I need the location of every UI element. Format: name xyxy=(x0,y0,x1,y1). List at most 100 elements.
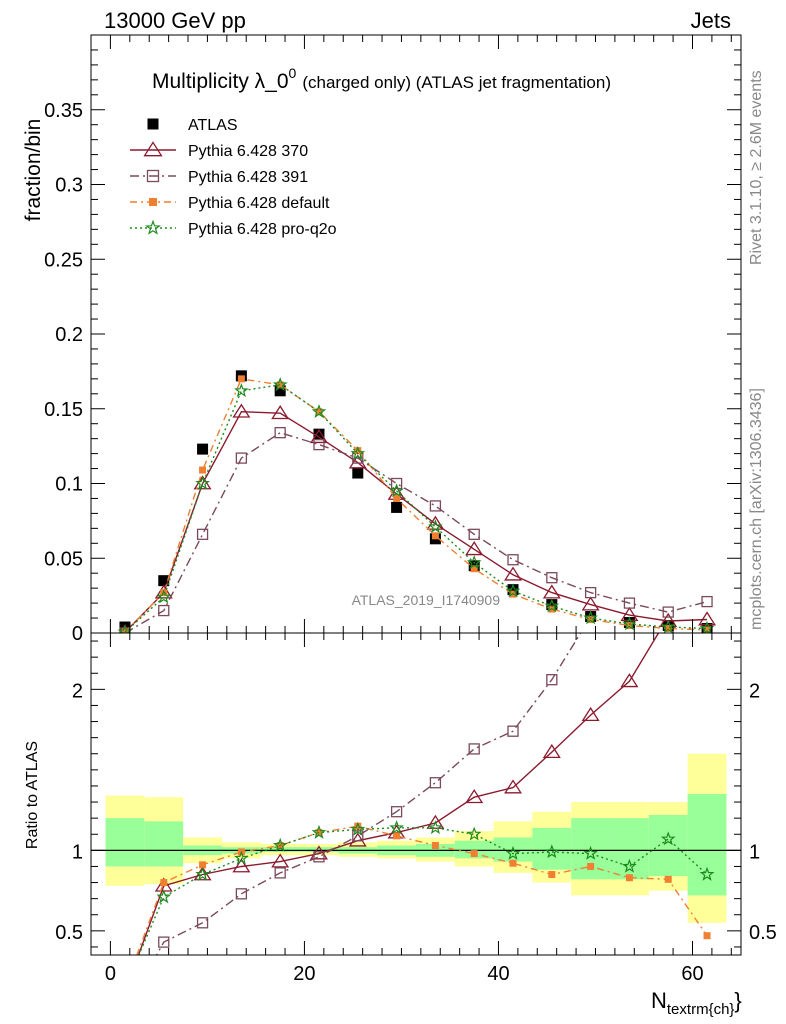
point-pythia-6-428-370 xyxy=(698,611,717,626)
point-pythia-6-428-pro-q2o xyxy=(505,583,521,598)
legend-item-pythia-6-428-391: Pythia 6.428 391 xyxy=(130,169,308,186)
band-inner xyxy=(687,794,727,896)
point-pythia-6-428-370 xyxy=(465,541,484,556)
legend-label-pythia-6-428-default: Pythia 6.428 default xyxy=(188,195,330,212)
y-tick-label-ratio: 0.5 xyxy=(55,922,83,944)
chart-title-main: Multiplicity λ_0 xyxy=(152,70,289,93)
legend-marker-pythia-6-428-default xyxy=(149,198,157,206)
x-axis-label-close: } xyxy=(734,988,741,1013)
ratio-point-pythia-6-428-391 xyxy=(196,917,209,929)
ratio-point-pythia-6-428-default xyxy=(393,832,401,840)
ratio-point-pythia-6-428-391 xyxy=(120,1006,130,1016)
point-pythia-6-428-391 xyxy=(390,477,403,490)
point-pythia-6-428-370 xyxy=(271,405,290,420)
point-pythia-6-428-391 xyxy=(196,528,209,540)
y-tick-label-top: 0.35 xyxy=(44,100,83,122)
point-pythia-6-428-370 xyxy=(348,454,367,469)
ratio-panel: 0.5 0.51 12 20 20 40 60 Ratio to ATLAS Ntextrm… xyxy=(24,491,777,1018)
ratio-point-pythia-6-428-370 xyxy=(465,788,484,804)
point-pythia-6-428-pro-q2o xyxy=(117,624,133,633)
line-pythia-6-428-default xyxy=(124,378,708,633)
point-atlas xyxy=(546,599,558,611)
legend-marker-pythia-6-428-391 xyxy=(146,169,160,183)
band-inner xyxy=(493,837,533,862)
point-pythia-6-428-default xyxy=(470,565,478,573)
x-axis-label-main: N xyxy=(651,988,667,1013)
band-inner xyxy=(105,818,145,867)
band-inner xyxy=(144,821,184,867)
x-tick-label: 20 xyxy=(293,963,315,985)
ratio-marks xyxy=(120,491,715,1016)
y-tick-label-ratio-right: 0.5 xyxy=(749,922,777,944)
ratio-point-pythia-6-428-391 xyxy=(468,743,480,755)
legend-item-pythia-6-428-default: Pythia 6.428 default xyxy=(130,195,330,212)
ratio-series-pythia-6-428-391 xyxy=(120,491,712,1016)
ratio-point-pythia-6-428-370 xyxy=(699,537,715,549)
legend-label-pythia-6-428-391: Pythia 6.428 391 xyxy=(188,169,308,186)
legend-item-pythia-6-428-pro-q2o: Pythia 6.428 pro-q2o xyxy=(130,219,337,238)
point-atlas xyxy=(352,467,364,479)
point-pythia-6-428-370 xyxy=(620,606,639,621)
point-pythia-6-428-370 xyxy=(310,428,328,444)
band-inner xyxy=(532,827,572,870)
point-pythia-6-428-default xyxy=(237,375,245,383)
ratio-point-pythia-6-428-391 xyxy=(702,491,712,501)
ratio-point-pythia-6-428-pro-q2o xyxy=(544,844,560,859)
ratio-point-pythia-6-428-pro-q2o xyxy=(272,837,288,852)
x-axis-label-sub: textrm{ch} xyxy=(667,1001,735,1018)
point-pythia-6-428-391 xyxy=(158,604,170,617)
ratio-point-pythia-6-428-370 xyxy=(232,858,251,873)
ratio-point-pythia-6-428-391 xyxy=(429,777,442,789)
point-pythia-6-428-default xyxy=(354,447,362,455)
point-atlas xyxy=(507,584,519,596)
ratio-point-pythia-6-428-pro-q2o xyxy=(389,820,404,835)
ratio-point-pythia-6-428-pro-q2o xyxy=(505,845,521,860)
ratio-point-pythia-6-428-391 xyxy=(507,725,519,737)
ratio-point-pythia-6-428-370 xyxy=(426,814,445,829)
header-energy-label: 13000 GeV pp xyxy=(104,8,246,33)
point-pythia-6-428-370 xyxy=(542,584,561,599)
distribution-panel: 0 0.05 0.1 0.15 0.2 0.25 0.3 0.35 Multiplicity … xyxy=(22,34,742,645)
band-inner xyxy=(454,840,494,859)
point-pythia-6-428-pro-q2o xyxy=(622,616,637,631)
point-atlas xyxy=(197,443,209,455)
point-pythia-6-428-default xyxy=(276,381,284,389)
point-atlas xyxy=(391,501,403,513)
ratio-point-pythia-6-428-391 xyxy=(546,674,558,686)
y-tick-label-top: 0.2 xyxy=(55,324,83,346)
ratio-point-pythia-6-428-370 xyxy=(348,832,367,847)
ratio-frame xyxy=(90,632,742,956)
ratio-point-pythia-6-428-391 xyxy=(158,936,170,948)
ratio-point-pythia-6-428-default xyxy=(470,850,478,858)
point-pythia-6-428-pro-q2o xyxy=(272,377,288,392)
ratio-point-pythia-6-428-370 xyxy=(310,845,328,860)
ratio-point-pythia-6-428-391 xyxy=(390,806,403,818)
point-pythia-6-428-default xyxy=(587,616,595,624)
ratio-point-pythia-6-428-370 xyxy=(504,779,522,794)
legend-marker-atlas xyxy=(147,118,159,130)
ratio-point-pythia-6-428-391 xyxy=(274,867,286,879)
ratio-point-pythia-6-428-391 xyxy=(663,523,673,533)
distribution-marks xyxy=(117,370,717,633)
band-inner xyxy=(260,847,300,852)
ratio-point-pythia-6-428-default xyxy=(354,822,362,830)
ratio-point-pythia-6-428-pro-q2o xyxy=(660,831,676,846)
legend-label-atlas: ATLAS xyxy=(188,117,238,134)
x-tick-label: 60 xyxy=(681,963,703,985)
y-tick-label-ratio-right: 1 xyxy=(749,841,760,863)
point-pythia-6-428-default xyxy=(315,408,323,416)
ratio-point-pythia-6-428-default xyxy=(431,842,439,850)
rivet-version-label: Rivet 3.1.10, ≥ 2.6M events xyxy=(748,70,765,265)
ratio-point-pythia-6-428-default xyxy=(548,871,556,878)
x-tick-label: 0 xyxy=(105,963,116,985)
y-tick-label-top: 0.3 xyxy=(55,175,83,197)
legend-marker-pythia-6-428-370 xyxy=(143,141,163,157)
ratio-point-pythia-6-428-default xyxy=(587,862,595,870)
point-pythia-6-428-370 xyxy=(504,566,522,581)
point-pythia-6-428-pro-q2o xyxy=(156,589,172,604)
ratio-point-pythia-6-428-pro-q2o xyxy=(699,866,715,881)
legend-item-pythia-6-428-370: Pythia 6.428 370 xyxy=(130,141,308,160)
ratio-axes: 0.5 0.51 12 20 20 40 60 xyxy=(55,633,777,985)
point-pythia-6-428-pro-q2o xyxy=(195,475,210,490)
analysis-label: ATLAS_2019_I1740909 xyxy=(352,592,501,608)
